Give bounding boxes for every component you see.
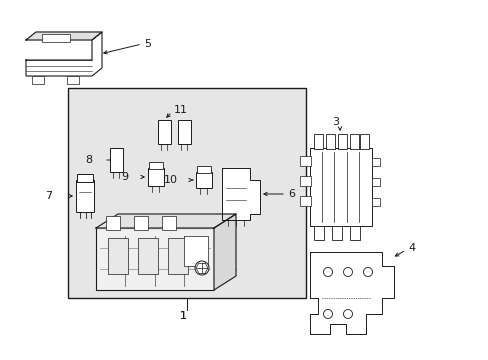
Text: 8: 8 <box>85 155 92 165</box>
Circle shape <box>323 310 332 319</box>
Bar <box>331 226 341 240</box>
Polygon shape <box>309 252 393 334</box>
Text: 10: 10 <box>163 175 178 185</box>
Bar <box>196 172 212 188</box>
Bar <box>183 236 207 266</box>
Circle shape <box>363 267 372 276</box>
Text: 4: 4 <box>407 243 414 253</box>
Bar <box>178 120 191 144</box>
Bar <box>42 34 70 42</box>
Polygon shape <box>26 32 102 76</box>
Circle shape <box>195 261 208 275</box>
Bar <box>148 168 163 186</box>
Text: 3: 3 <box>332 117 339 127</box>
Bar <box>337 134 346 149</box>
Bar <box>110 148 123 172</box>
Bar <box>68 88 305 298</box>
Text: 9: 9 <box>121 172 128 182</box>
Text: 11: 11 <box>174 105 187 115</box>
Text: 1: 1 <box>179 311 186 321</box>
Bar <box>359 134 368 149</box>
Bar <box>299 176 310 186</box>
Bar <box>371 198 379 206</box>
Bar <box>313 226 324 240</box>
Text: 1: 1 <box>179 311 186 321</box>
Bar <box>309 148 371 226</box>
Bar <box>299 156 310 166</box>
Bar <box>168 238 187 274</box>
Bar <box>349 226 359 240</box>
Bar <box>299 196 310 206</box>
Text: 2: 2 <box>229 267 237 277</box>
Bar <box>149 162 163 169</box>
Circle shape <box>343 310 352 319</box>
Bar <box>313 134 323 149</box>
Text: 7: 7 <box>45 191 52 201</box>
Bar <box>197 166 210 173</box>
Polygon shape <box>96 214 236 228</box>
Circle shape <box>343 267 352 276</box>
Polygon shape <box>222 168 260 220</box>
Bar <box>108 238 128 274</box>
Bar <box>349 134 358 149</box>
Bar <box>371 178 379 186</box>
Bar <box>32 76 44 84</box>
Circle shape <box>323 267 332 276</box>
Bar <box>67 76 79 84</box>
Polygon shape <box>214 214 236 290</box>
Bar <box>77 174 93 182</box>
Text: 6: 6 <box>287 189 294 199</box>
Bar <box>76 180 94 212</box>
Bar <box>134 216 148 230</box>
Bar <box>162 216 176 230</box>
Bar <box>106 216 120 230</box>
Bar <box>371 158 379 166</box>
Bar <box>96 228 214 290</box>
Bar <box>138 238 158 274</box>
Text: 5: 5 <box>143 39 151 49</box>
Bar <box>325 134 334 149</box>
Polygon shape <box>26 32 102 40</box>
Bar <box>158 120 171 144</box>
